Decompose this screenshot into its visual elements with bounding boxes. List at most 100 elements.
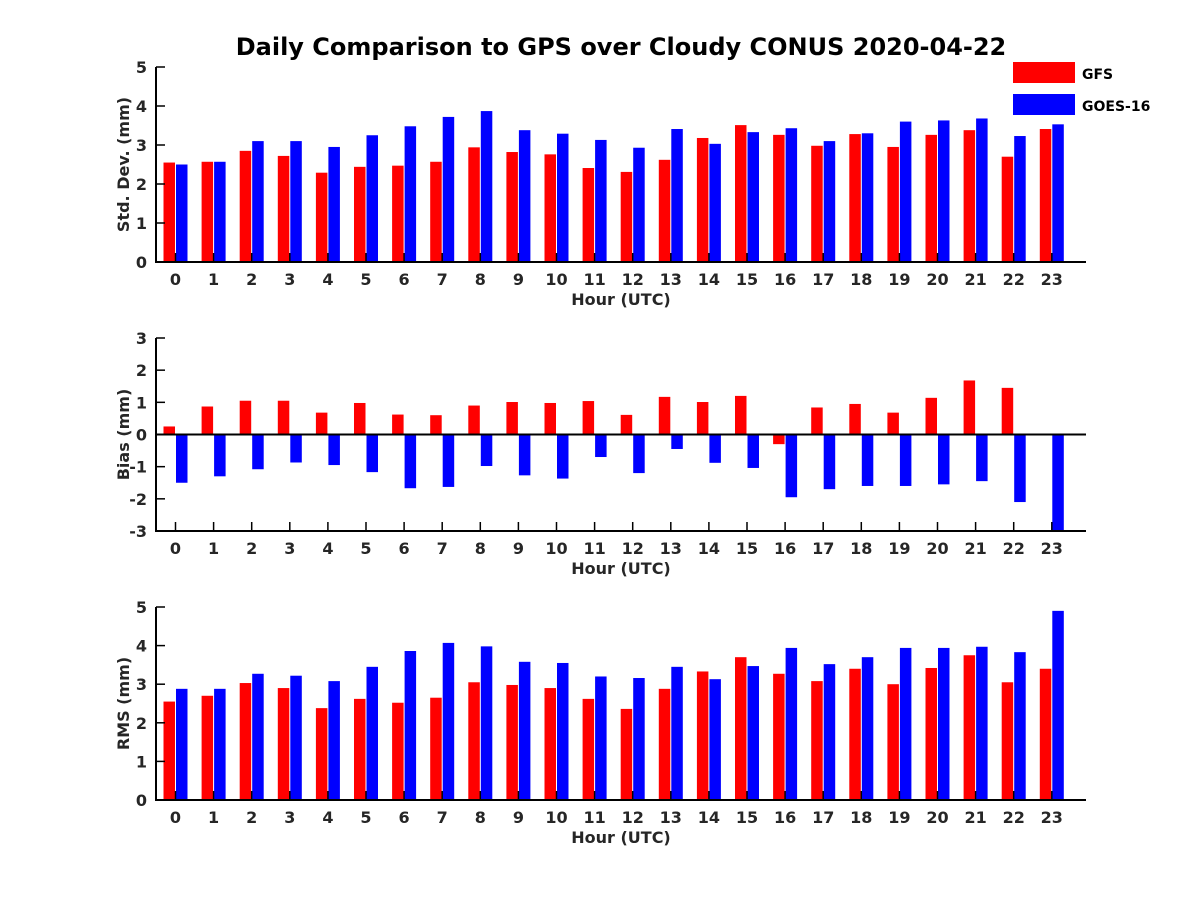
bar-gfs-hour-5 [354, 166, 366, 262]
y-tick-label: 3 [136, 675, 147, 694]
bar-goes-16-hour-0 [176, 434, 188, 483]
bar-goes-16-hour-4 [328, 146, 340, 262]
x-tick-label: 2 [246, 270, 257, 289]
bar-goes-16-hour-15 [747, 666, 759, 800]
x-axis-label: Hour (UTC) [571, 828, 671, 847]
bar-goes-16-hour-16 [785, 434, 798, 498]
y-tick-label: 5 [136, 58, 147, 77]
x-tick-label: 18 [850, 270, 872, 289]
legend: GFS GOES-16 [1013, 62, 1150, 115]
bar-goes-16-hour-23 [1052, 610, 1064, 800]
bar-goes-16-hour-3 [290, 434, 302, 463]
bar-gfs-hour-18 [849, 403, 861, 435]
x-tick-label: 1 [208, 270, 219, 289]
bar-gfs-hour-13 [658, 688, 671, 800]
x-axis-label: Hour (UTC) [571, 559, 671, 578]
x-tick-label: 8 [475, 808, 486, 827]
bar-gfs-hour-14 [696, 402, 709, 435]
y-tick-label: 2 [136, 361, 147, 380]
bar-goes-16-hour-18 [861, 434, 874, 486]
x-tick-label: 4 [322, 808, 333, 827]
x-tick-label: 5 [360, 808, 371, 827]
bar-gfs-hour-12 [620, 708, 633, 800]
bar-gfs-hour-22 [1001, 156, 1014, 262]
bar-goes-16-hour-11 [595, 434, 607, 458]
bar-gfs-hour-3 [277, 688, 290, 800]
bar-gfs-hour-16 [773, 134, 785, 262]
y-tick-label: 1 [136, 214, 147, 233]
bar-gfs-hour-17 [811, 145, 823, 262]
x-tick-label: 22 [1003, 270, 1025, 289]
bar-gfs-hour-19 [887, 412, 899, 435]
x-tick-label: 10 [545, 270, 567, 289]
bar-goes-16-hour-11 [595, 676, 607, 800]
bar-goes-16-hour-14 [709, 679, 721, 800]
bar-goes-16-hour-16 [785, 128, 798, 262]
x-tick-label: 22 [1003, 808, 1025, 827]
bar-goes-16-hour-10 [557, 434, 569, 479]
x-tick-label: 8 [475, 539, 486, 558]
x-tick-label: 4 [322, 539, 333, 558]
x-tick-label: 11 [583, 539, 605, 558]
bar-gfs-hour-22 [1001, 387, 1014, 435]
y-tick-label: 0 [136, 426, 147, 445]
bar-gfs-hour-6 [392, 414, 404, 435]
bar-gfs-hour-2 [239, 150, 252, 262]
x-tick-label: 21 [964, 539, 986, 558]
x-tick-label: 20 [926, 270, 948, 289]
x-tick-label: 19 [888, 270, 910, 289]
bar-goes-16-hour-6 [404, 651, 417, 800]
bar-gfs-hour-15 [735, 395, 747, 435]
bar-gfs-hour-10 [544, 402, 556, 435]
bar-goes-16-hour-9 [518, 130, 531, 262]
legend-swatch-goes-16 [1013, 94, 1075, 115]
x-tick-label: 19 [888, 539, 910, 558]
bar-goes-16-hour-1 [214, 688, 226, 800]
x-tick-label: 8 [475, 270, 486, 289]
legend-label-goes-16: GOES-16 [1082, 99, 1150, 115]
bar-goes-16-hour-6 [404, 434, 417, 489]
x-tick-label: 7 [437, 808, 448, 827]
bar-gfs-hour-15 [735, 125, 747, 262]
legend-swatch-gfs [1013, 62, 1075, 83]
x-tick-label: 12 [622, 270, 644, 289]
y-tick-label: 3 [136, 136, 147, 155]
y-tick-label: 4 [136, 637, 147, 656]
x-tick-label: 9 [513, 539, 524, 558]
bar-gfs-hour-0 [163, 701, 175, 800]
bar-goes-16-hour-8 [480, 111, 493, 262]
bar-gfs-hour-8 [468, 405, 480, 435]
bar-gfs-hour-1 [201, 161, 214, 262]
y-axis-label: Std. Dev. (mm) [114, 97, 133, 232]
bar-gfs-hour-19 [887, 146, 899, 262]
y-tick-label: 2 [136, 175, 147, 194]
x-tick-label: 0 [170, 270, 181, 289]
bar-goes-16-hour-19 [899, 647, 912, 800]
bar-goes-16-hour-23 [1052, 434, 1064, 531]
bar-gfs-hour-1 [201, 695, 214, 800]
x-tick-label: 12 [622, 808, 644, 827]
bar-gfs-hour-3 [277, 400, 290, 435]
y-tick-label: 1 [136, 752, 147, 771]
bar-goes-16-hour-9 [518, 661, 531, 800]
legend-label-gfs: GFS [1082, 67, 1113, 83]
bar-goes-16-hour-14 [709, 434, 721, 463]
bar-goes-16-hour-12 [633, 147, 645, 262]
bar-gfs-hour-9 [506, 152, 518, 262]
x-tick-label: 18 [850, 539, 872, 558]
bar-gfs-hour-18 [849, 134, 861, 262]
x-axis-label: Hour (UTC) [571, 290, 671, 309]
x-tick-label: 14 [698, 270, 720, 289]
bar-goes-16-hour-11 [595, 139, 607, 262]
bar-goes-16-hour-17 [823, 434, 836, 490]
bar-gfs-hour-3 [277, 155, 290, 262]
x-tick-label: 11 [583, 270, 605, 289]
bar-gfs-hour-17 [811, 681, 823, 800]
bar-gfs-hour-0 [163, 426, 175, 435]
x-tick-label: 16 [774, 808, 796, 827]
bar-gfs-hour-8 [468, 682, 480, 800]
bar-goes-16-hour-19 [899, 434, 912, 486]
